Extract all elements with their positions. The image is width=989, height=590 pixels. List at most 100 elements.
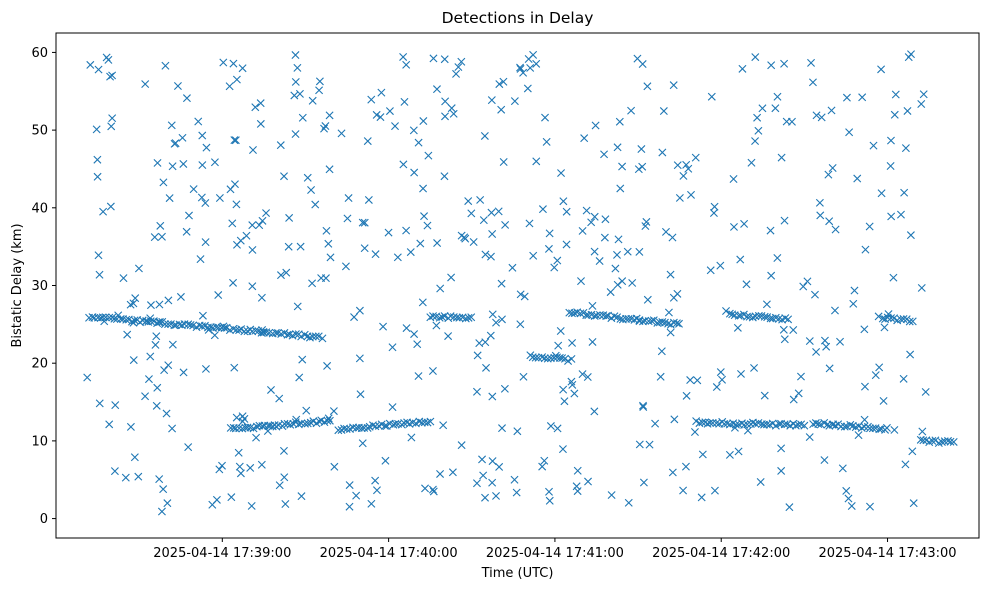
data-point: [363, 423, 372, 432]
data-point: [854, 431, 863, 440]
data-point: [185, 211, 193, 220]
data-point: [92, 125, 101, 134]
data-point: [179, 159, 188, 168]
data-point: [457, 441, 466, 450]
data-point: [576, 309, 585, 318]
data-point: [705, 418, 714, 427]
data-point: [321, 274, 330, 283]
data-point: [643, 82, 652, 91]
data-point: [308, 332, 317, 341]
data-point: [510, 97, 519, 106]
data-point: [845, 128, 854, 137]
data-point: [324, 414, 333, 423]
data-point: [439, 421, 448, 430]
data-point: [230, 136, 239, 145]
data-point: [311, 332, 320, 341]
data-point: [734, 447, 743, 456]
data-point: [722, 307, 731, 315]
data-point: [210, 158, 219, 167]
data-point: [799, 282, 808, 291]
data-point: [860, 422, 869, 431]
data-point: [949, 437, 958, 446]
data-point: [875, 363, 884, 372]
data-point: [901, 144, 910, 153]
data-point: [482, 363, 491, 372]
data-point: [284, 242, 293, 251]
data-point: [697, 493, 706, 502]
data-point: [402, 60, 411, 69]
data-point: [440, 172, 449, 181]
data-point: [324, 239, 333, 248]
data-point: [879, 396, 888, 405]
data-point: [877, 65, 886, 74]
data-point: [666, 270, 675, 279]
data-point: [877, 189, 886, 198]
data-point: [590, 407, 599, 416]
data-point: [896, 315, 905, 324]
data-point: [436, 284, 445, 293]
data-point: [903, 106, 912, 115]
data-point: [499, 77, 508, 86]
data-point: [658, 148, 667, 157]
data-point: [794, 389, 803, 398]
data-point: [481, 493, 490, 502]
data-point: [329, 407, 338, 416]
data-point: [637, 145, 646, 154]
data-point: [320, 124, 329, 133]
data-point: [532, 59, 541, 68]
data-point: [155, 300, 164, 309]
data-point: [562, 207, 571, 216]
data-point: [513, 427, 522, 436]
data-point: [258, 326, 267, 334]
data-point: [380, 421, 389, 430]
data-point: [218, 461, 226, 470]
data-point: [201, 199, 210, 207]
data-point: [796, 372, 805, 381]
data-point: [358, 439, 367, 448]
data-point: [847, 502, 856, 510]
data-point: [743, 426, 752, 435]
data-point: [355, 306, 364, 315]
data-point: [733, 323, 742, 332]
data-point: [280, 172, 289, 181]
data-point: [538, 462, 547, 471]
data-point: [767, 271, 776, 280]
data-point: [559, 197, 568, 206]
data-point: [291, 51, 300, 60]
data-point: [298, 355, 307, 364]
data-point: [710, 486, 719, 495]
data-point: [750, 363, 759, 372]
data-point: [235, 424, 244, 433]
data-point: [110, 467, 119, 476]
data-point: [556, 327, 565, 335]
data-point: [152, 401, 161, 410]
data-point: [712, 383, 721, 392]
data-point: [878, 314, 887, 323]
data-point: [371, 422, 380, 431]
data-point: [326, 253, 335, 262]
data-point: [441, 112, 450, 121]
data-point: [882, 423, 891, 432]
data-point: [497, 279, 506, 288]
data-point: [407, 433, 416, 442]
data-point: [153, 383, 162, 392]
data-point: [315, 77, 324, 86]
data-point: [850, 286, 859, 295]
data-point: [105, 313, 114, 322]
data-point: [83, 373, 92, 382]
data-point: [747, 158, 756, 167]
data-point: [130, 316, 139, 325]
data-point: [800, 421, 809, 430]
data-point: [604, 311, 612, 320]
data-point: [197, 193, 206, 202]
data-point: [785, 503, 794, 512]
data-point: [618, 277, 627, 286]
data-point: [215, 194, 224, 203]
data-point: [730, 423, 739, 432]
data-point: [360, 218, 369, 227]
data-point: [291, 130, 300, 139]
data-point: [154, 318, 163, 327]
data-point: [134, 472, 143, 481]
data-point: [918, 427, 927, 436]
data-point: [820, 336, 829, 345]
